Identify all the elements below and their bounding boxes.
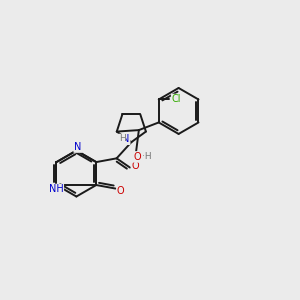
Text: N: N xyxy=(122,134,130,144)
Text: NH: NH xyxy=(49,184,63,194)
Text: ·H: ·H xyxy=(142,152,152,161)
Text: H: H xyxy=(119,134,125,143)
Text: O: O xyxy=(134,152,141,162)
Text: N: N xyxy=(74,142,82,152)
Text: O: O xyxy=(131,161,139,171)
Text: O: O xyxy=(117,186,124,196)
Text: Cl: Cl xyxy=(172,94,181,104)
